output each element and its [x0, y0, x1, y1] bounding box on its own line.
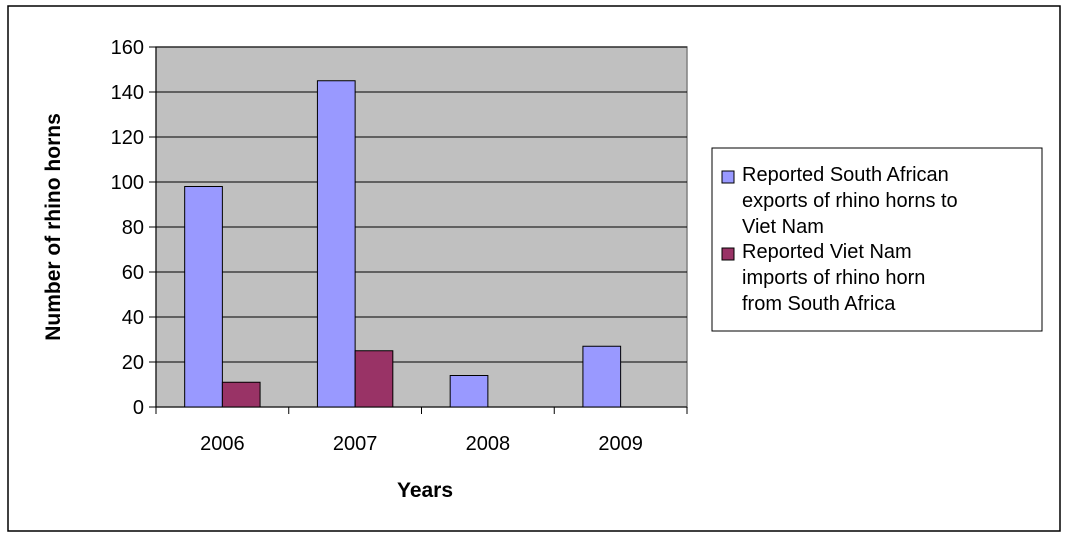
legend-box [711, 147, 1043, 332]
bar-2006-series-1 [184, 186, 223, 408]
bars [184, 80, 622, 408]
y-tick-label: 160 [111, 37, 144, 59]
x-axis-title: Years [397, 479, 453, 502]
y-tick-label: 100 [111, 172, 144, 194]
legend-label: Viet Nam [742, 216, 824, 238]
bar-2007-series-1 [316, 80, 356, 408]
legend-label: exports of rhino horns to [742, 190, 958, 212]
legend-swatch [721, 247, 735, 261]
y-tick-label: 140 [111, 82, 144, 104]
legend-label: imports of rhino horn [742, 267, 925, 289]
x-tick-label: 2009 [598, 433, 643, 455]
gridlines [156, 46, 687, 363]
bar-2007-series-2 [354, 350, 394, 408]
legend-swatch [721, 170, 735, 184]
bar-2008-series-1 [449, 375, 489, 408]
x-axis-ticks: 2006 2007 2008 2009 [155, 407, 688, 455]
legend-label: from South Africa [742, 293, 896, 315]
y-tick-label: 120 [111, 127, 144, 149]
x-tick-label: 2006 [200, 433, 245, 455]
y-tick-label: 80 [122, 217, 144, 239]
y-tick-label: 0 [133, 397, 144, 419]
legend-label: Reported Viet Nam [742, 241, 912, 263]
y-axis-ticks: 0 20 40 60 80 100 120 140 160 [111, 37, 156, 419]
y-tick-label: 40 [122, 307, 144, 329]
bar-2009-series-1 [582, 345, 622, 408]
x-tick-label: 2007 [333, 433, 378, 455]
x-tick-label: 2008 [466, 433, 511, 455]
y-axis-title: Number of rhino horns [42, 113, 65, 341]
bar-2006-series-2 [221, 381, 261, 408]
legend-label: Reported South African [742, 164, 949, 186]
y-tick-label: 60 [122, 262, 144, 284]
y-tick-label: 20 [122, 352, 144, 374]
legend: Reported South African exports of rhino h… [711, 147, 1043, 332]
